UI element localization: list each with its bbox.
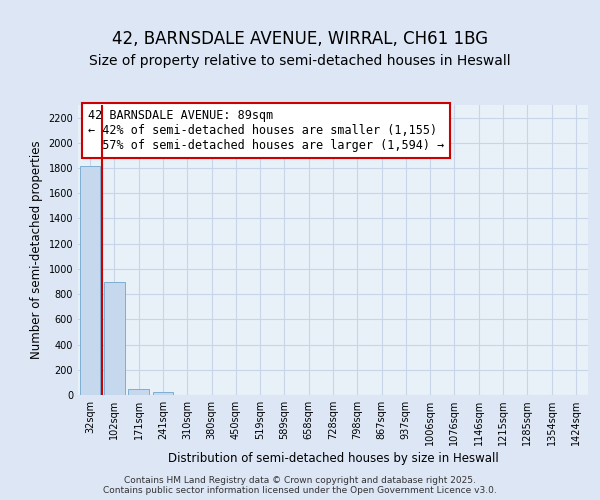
Text: Size of property relative to semi-detached houses in Heswall: Size of property relative to semi-detach… (89, 54, 511, 68)
X-axis label: Distribution of semi-detached houses by size in Heswall: Distribution of semi-detached houses by … (167, 452, 499, 466)
Text: 42 BARNSDALE AVENUE: 89sqm
← 42% of semi-detached houses are smaller (1,155)
  5: 42 BARNSDALE AVENUE: 89sqm ← 42% of semi… (88, 110, 445, 152)
Bar (152, 392, 173, 395)
Y-axis label: Number of semi-detached properties: Number of semi-detached properties (30, 140, 43, 360)
Text: Contains HM Land Registry data © Crown copyright and database right 2025.
Contai: Contains HM Land Registry data © Crown c… (103, 476, 497, 495)
Text: 42, BARNSDALE AVENUE, WIRRAL, CH61 1BG: 42, BARNSDALE AVENUE, WIRRAL, CH61 1BG (112, 30, 488, 48)
Bar (80, 166, 100, 395)
Bar (104, 282, 125, 395)
Bar (128, 388, 149, 395)
